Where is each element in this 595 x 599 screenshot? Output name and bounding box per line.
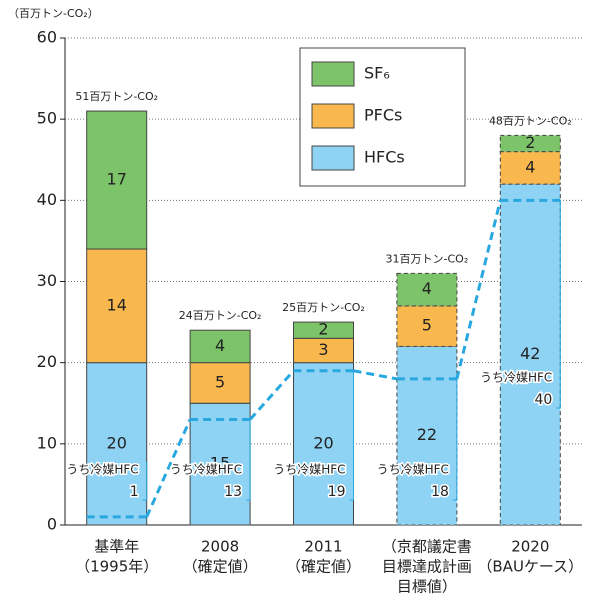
connector — [455, 199, 502, 380]
x-tick-label: 2020 — [511, 538, 549, 556]
legend-swatch — [311, 61, 355, 87]
total-label: 24百万トン-CO₂ — [179, 309, 262, 322]
segment-label: 2 — [525, 133, 535, 152]
refrigerant-value: 1 — [130, 484, 139, 500]
x-tick-label: 目標値） — [397, 578, 457, 596]
x-tick-label: 2008 — [201, 538, 239, 556]
bracket — [349, 370, 354, 501]
legend-label: SF₆ — [364, 64, 390, 83]
bar-segment — [189, 362, 251, 404]
y-tick-label: 30 — [37, 271, 57, 290]
bar-segment — [86, 110, 148, 250]
bar-segment — [396, 345, 458, 526]
bar-segment — [396, 272, 458, 307]
segment-label: 5 — [422, 316, 432, 335]
bracket — [452, 378, 458, 501]
legend-swatch — [311, 145, 355, 171]
segment-label: 14 — [107, 295, 127, 314]
x-tick-label: 基準年 — [94, 538, 139, 556]
refrigerant-name: うち冷媒HFC — [480, 371, 552, 385]
x-tick-label: 目標達成計画 — [382, 558, 472, 576]
refrigerant-value: 40 — [534, 392, 552, 408]
refrigerant-value: 13 — [224, 484, 242, 500]
refrigerant-name: うち冷媒HFC — [170, 463, 242, 477]
bar-segment — [189, 329, 251, 364]
x-tick-label: （京都議定書 — [382, 538, 472, 556]
y-tick-label: 50 — [37, 109, 57, 128]
bar-segment — [293, 321, 354, 339]
refrigerant-name: うち冷媒HFC — [66, 463, 138, 477]
segment-label: 15 — [210, 454, 230, 473]
bar-segment — [499, 151, 561, 185]
segment-label: 42 — [520, 344, 540, 363]
bracket — [246, 419, 251, 501]
x-tick-label: （確定値） — [183, 558, 258, 576]
segment-label: 4 — [215, 336, 225, 355]
segment-label: 5 — [215, 372, 225, 391]
bar-segment — [499, 134, 561, 153]
legend: SF₆ PFCs HFCs — [299, 47, 466, 187]
y-tick-label: 10 — [37, 433, 57, 452]
segment-label: 4 — [525, 157, 535, 176]
legend-label: PFCs — [364, 106, 402, 125]
x-tick-label: （確定値） — [286, 558, 361, 576]
bar-segment — [86, 248, 148, 364]
refrigerant-value: 19 — [328, 484, 346, 500]
bar-segment — [189, 402, 251, 526]
x-tick-label: 2011 — [304, 538, 342, 556]
segment-label: 20 — [107, 433, 127, 452]
segment-label: 2 — [318, 320, 328, 339]
legend-swatch — [311, 103, 355, 129]
refrigerant-name: うち冷媒HFC — [273, 463, 345, 477]
refrigerant-value: 18 — [431, 484, 449, 500]
total-label: 48百万トン-CO₂ — [489, 114, 572, 127]
total-label: 51百万トン-CO₂ — [75, 90, 158, 103]
total-label: 31百万トン-CO₂ — [386, 252, 469, 265]
bracket — [142, 462, 148, 501]
x-tick-label: （1995年） — [75, 558, 158, 576]
segment-label: 17 — [107, 170, 127, 189]
bar-segment — [86, 362, 148, 526]
connector — [248, 369, 295, 421]
total-label: 25百万トン-CO₂ — [282, 301, 365, 314]
x-tick-label: （BAUケース） — [477, 558, 583, 576]
y-tick-label: 40 — [37, 190, 57, 209]
refrigerant-name: うち冷媒HFC — [377, 463, 449, 477]
segment-label: 4 — [422, 279, 432, 298]
y-tick-label: 0 — [47, 515, 57, 534]
bar-segment — [293, 362, 354, 526]
y-tick-label: 60 — [37, 28, 57, 47]
segment-label: 22 — [417, 425, 437, 444]
connector — [353, 369, 398, 381]
bracket — [556, 200, 561, 409]
y-axis-label: （百万トン-CO₂） — [8, 7, 99, 20]
segment-label: 20 — [313, 433, 333, 452]
y-tick-label: 20 — [37, 352, 57, 371]
connector — [145, 418, 192, 518]
segment-label: 3 — [318, 340, 328, 359]
legend-label: HFCs — [364, 148, 405, 167]
bar-segment — [499, 183, 561, 526]
